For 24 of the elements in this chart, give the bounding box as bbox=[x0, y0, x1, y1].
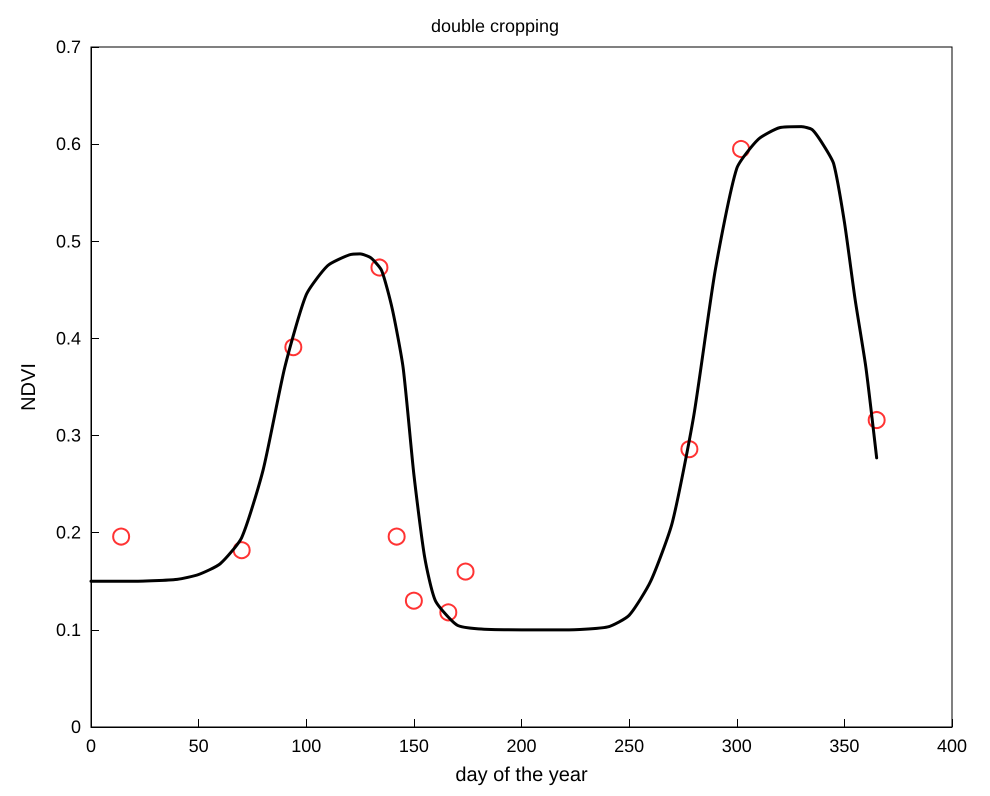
x-tick-label: 0 bbox=[86, 736, 96, 756]
x-tick-label: 200 bbox=[506, 736, 537, 756]
x-tick-label: 250 bbox=[614, 736, 644, 756]
y-axis-title: NDVI bbox=[18, 363, 40, 411]
x-tick-label: 300 bbox=[722, 736, 752, 756]
x-axis-title: day of the year bbox=[455, 764, 588, 786]
y-tick-label: 0.1 bbox=[56, 620, 81, 640]
chart-title: double cropping bbox=[430, 16, 560, 36]
y-tick-label: 0 bbox=[70, 717, 81, 737]
point bbox=[404, 592, 423, 610]
point bbox=[388, 528, 406, 546]
x-tick-label: 50 bbox=[188, 736, 209, 756]
x-tick-label: 100 bbox=[291, 736, 322, 756]
y-tick-label: 0.6 bbox=[56, 134, 81, 154]
x-tick-label: 150 bbox=[398, 736, 429, 756]
point bbox=[112, 528, 130, 546]
y-tick-label: 0.7 bbox=[56, 37, 81, 57]
x-tick-label: 350 bbox=[829, 736, 860, 756]
point bbox=[456, 562, 475, 581]
y-tick-label: 0.3 bbox=[56, 426, 81, 446]
x-tick-label: 400 bbox=[936, 736, 968, 756]
y-tick-label: 0.4 bbox=[56, 328, 81, 348]
y-tick-label: 0.2 bbox=[56, 522, 81, 543]
y-tick-label: 0.5 bbox=[56, 231, 81, 252]
